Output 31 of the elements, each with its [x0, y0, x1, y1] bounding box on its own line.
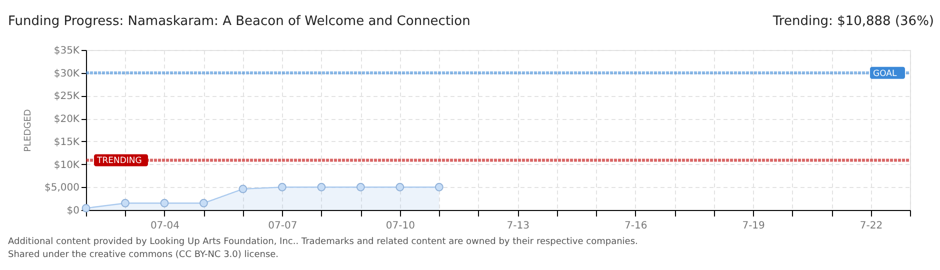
point: [434, 182, 444, 192]
y-tick-label: $0: [66, 206, 80, 216]
point: [121, 198, 130, 208]
y-tick-label: $5,000: [44, 182, 80, 194]
y-tick-label: $15K: [54, 136, 80, 148]
point: [396, 182, 404, 192]
y-tick-label: $25K: [54, 91, 80, 102]
y-tick-label: $10K: [54, 160, 80, 171]
x-tick-label: 07-07: [268, 220, 298, 232]
text: Additional content provided by Looking Up Arts Foundation, Inc.. Trademarks and related content are owned by their respective companies.: [8, 237, 638, 247]
y-axis-title: PLEDGED: [24, 109, 34, 152]
x-tick-label: 7-16: [624, 220, 648, 232]
point: [317, 182, 326, 192]
text: Shared under the creative commons (CC BY-NC 3.0) license.: [8, 250, 279, 260]
point: [200, 198, 208, 208]
chart-title: Funding Progress: Namaskaram: A Beacon of Welcome and Connection: [8, 14, 470, 29]
point: [238, 184, 248, 194]
x-tick-label: 7-13: [506, 220, 530, 232]
point: [278, 182, 286, 192]
y-tick-label: $20K: [54, 114, 80, 126]
text: Trending: $10,888 (36%): [772, 14, 934, 29]
y-tick-label: $35K: [54, 46, 80, 56]
point: [356, 182, 365, 192]
x-tick-label: 07-04: [150, 220, 180, 232]
x-tick-label: 7-19: [742, 220, 765, 232]
x-tick-label: 7-22: [860, 220, 883, 232]
ref-line-label: TRENDING: [96, 156, 142, 166]
ref-line-label: GOAL: [873, 68, 897, 79]
x-tick-label: 07-10: [386, 220, 415, 232]
point: [160, 198, 169, 208]
y-tick-label: $30K: [54, 68, 80, 80]
